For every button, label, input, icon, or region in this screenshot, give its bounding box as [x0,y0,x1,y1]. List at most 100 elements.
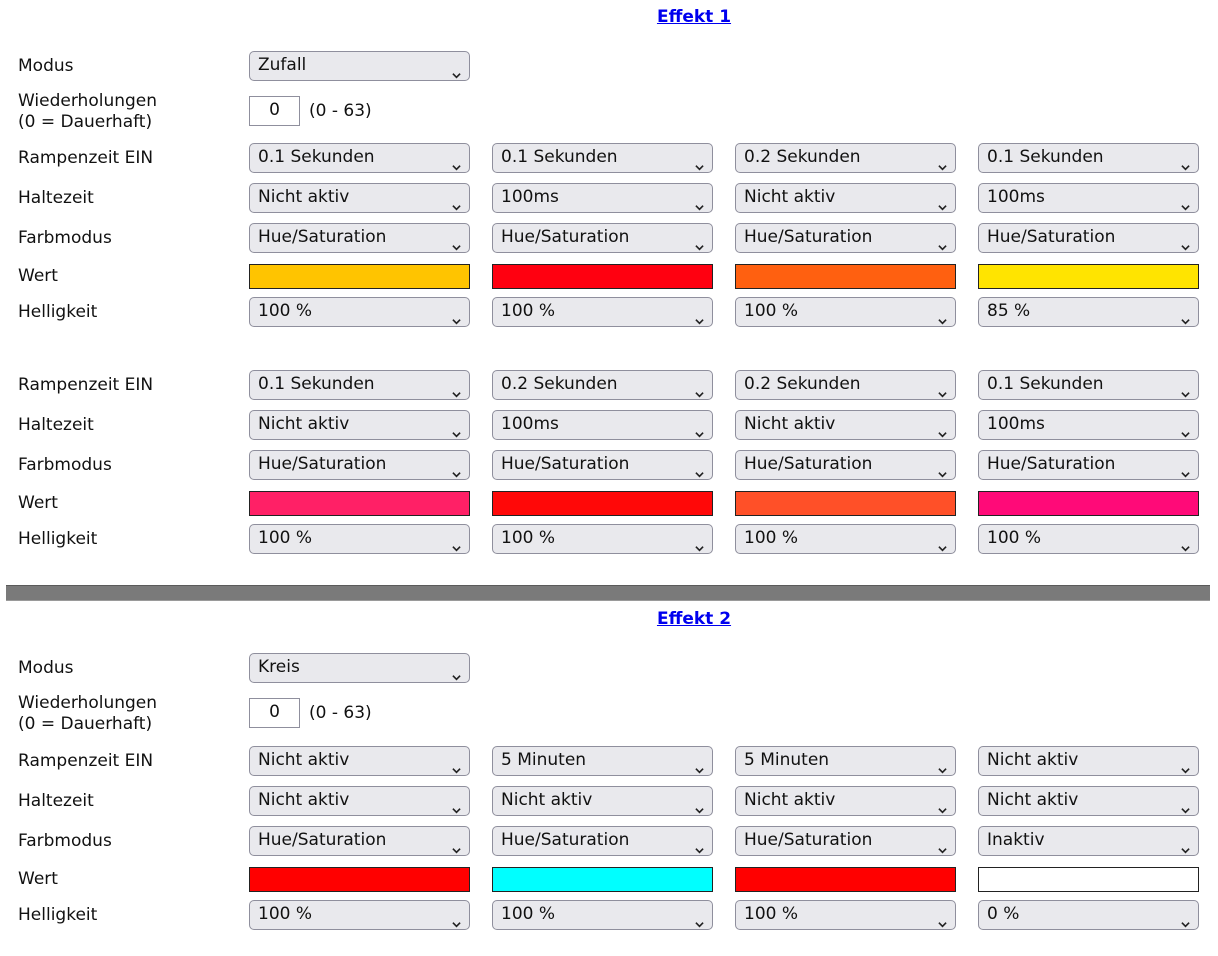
chevron-down-icon [452,535,461,552]
color-swatch-3[interactable] [735,491,956,516]
helligkeit-select-2[interactable]: 100 % [492,524,713,554]
color-swatch-1[interactable] [249,491,470,516]
select-value: 5 Minuten [744,750,830,770]
color-swatch-4[interactable] [978,867,1199,892]
haltezeit-select-3[interactable]: Nicht aktiv [735,786,956,816]
select-value: 100ms [501,414,559,434]
chevron-down-icon [938,421,947,438]
select-value: Hue/Saturation [258,830,387,850]
wiederholungen-input[interactable]: 0 [249,698,300,728]
rampenzeit-select-3[interactable]: 5 Minuten [735,746,956,776]
helligkeit-select-4[interactable]: 0 % [978,900,1199,930]
haltezeit-select-3[interactable]: Nicht aktiv [735,183,956,213]
effect-title-link[interactable]: Effekt 2 [656,609,732,629]
haltezeit-select-4[interactable]: 100ms [978,183,1199,213]
haltezeit-select-4[interactable]: 100ms [978,410,1199,440]
farbmodus-select-2[interactable]: Hue/Saturation [492,826,713,856]
rampenzeit-select-1[interactable]: 0.1 Sekunden [249,143,470,173]
rampenzeit-select-4[interactable]: 0.1 Sekunden [978,143,1199,173]
chevron-down-icon [695,154,704,171]
chevron-down-icon [695,234,704,251]
select-value: Hue/Saturation [501,454,630,474]
chevron-down-icon [695,911,704,928]
rampenzeit-select-3[interactable]: 0.2 Sekunden [735,143,956,173]
helligkeit-select-3[interactable]: 100 % [735,297,956,327]
farbmodus-select-2[interactable]: Hue/Saturation [492,223,713,253]
modus-select[interactable]: Kreis [249,653,470,683]
haltezeit-select-2[interactable]: 100ms [492,183,713,213]
chevron-down-icon [452,911,461,928]
chevron-down-icon [1181,757,1190,774]
color-swatch-2[interactable] [492,264,713,289]
farbmodus-select-3[interactable]: Hue/Saturation [735,826,956,856]
select-value: 100 % [501,301,556,321]
helligkeit-select-3[interactable]: 100 % [735,524,956,554]
helligkeit-select-4[interactable]: 85 % [978,297,1199,327]
color-swatch-4[interactable] [978,264,1199,289]
haltezeit-select-4[interactable]: Nicht aktiv [978,786,1199,816]
farbmodus-select-2[interactable]: Hue/Saturation [492,450,713,480]
select-value: Hue/Saturation [744,830,873,850]
rampenzeit-select-2[interactable]: 0.1 Sekunden [492,143,713,173]
select-value: Hue/Saturation [744,454,873,474]
haltezeit-select-1[interactable]: Nicht aktiv [249,786,470,816]
select-value: Nicht aktiv [258,187,350,207]
select-value: Inaktiv [987,830,1045,850]
farbmodus-select-4[interactable]: Hue/Saturation [978,223,1199,253]
select-value: Hue/Saturation [501,227,630,247]
chevron-down-icon [695,535,704,552]
rampenzeit-select-1[interactable]: 0.1 Sekunden [249,370,470,400]
helligkeit-select-1[interactable]: 100 % [249,297,470,327]
select-value: 100 % [744,528,799,548]
color-swatch-3[interactable] [735,867,956,892]
chevron-down-icon [938,461,947,478]
haltezeit-select-1[interactable]: Nicht aktiv [249,410,470,440]
farbmodus-select-4[interactable]: Inaktiv [978,826,1199,856]
rampenzeit-select-3[interactable]: 0.2 Sekunden [735,370,956,400]
chevron-down-icon [695,381,704,398]
helligkeit-select-1[interactable]: 100 % [249,524,470,554]
helligkeit-select-2[interactable]: 100 % [492,900,713,930]
helligkeit-select-1[interactable]: 100 % [249,900,470,930]
rampenzeit-select-2[interactable]: 0.2 Sekunden [492,370,713,400]
chevron-down-icon [452,461,461,478]
chevron-down-icon [938,837,947,854]
wiederholungen-input[interactable]: 0 [249,96,300,126]
rampenzeit-select-2[interactable]: 5 Minuten [492,746,713,776]
farbmodus-label: Farbmodus [18,228,112,248]
farbmodus-select-4[interactable]: Hue/Saturation [978,450,1199,480]
farbmodus-select-1[interactable]: Hue/Saturation [249,223,470,253]
wiederholungen-range: (0 - 63) [309,101,372,121]
color-swatch-3[interactable] [735,264,956,289]
chevron-down-icon [1181,797,1190,814]
chevron-down-icon [452,194,461,211]
chevron-down-icon [938,308,947,325]
rampenzeit-select-1[interactable]: Nicht aktiv [249,746,470,776]
haltezeit-select-1[interactable]: Nicht aktiv [249,183,470,213]
chevron-down-icon [695,797,704,814]
color-swatch-1[interactable] [249,264,470,289]
select-value: 100 % [744,904,799,924]
haltezeit-select-3[interactable]: Nicht aktiv [735,410,956,440]
color-swatch-4[interactable] [978,491,1199,516]
chevron-down-icon [452,757,461,774]
farbmodus-select-1[interactable]: Hue/Saturation [249,826,470,856]
select-value: Nicht aktiv [987,790,1079,810]
helligkeit-select-4[interactable]: 100 % [978,524,1199,554]
helligkeit-select-3[interactable]: 100 % [735,900,956,930]
farbmodus-select-3[interactable]: Hue/Saturation [735,223,956,253]
color-swatch-2[interactable] [492,491,713,516]
rampenzeit-select-4[interactable]: 0.1 Sekunden [978,370,1199,400]
rampenzeit-select-4[interactable]: Nicht aktiv [978,746,1199,776]
helligkeit-select-2[interactable]: 100 % [492,297,713,327]
select-value: 100 % [258,904,313,924]
modus-select[interactable]: Zufall [249,51,470,81]
select-value: Nicht aktiv [744,790,836,810]
farbmodus-select-3[interactable]: Hue/Saturation [735,450,956,480]
haltezeit-select-2[interactable]: 100ms [492,410,713,440]
color-swatch-2[interactable] [492,867,713,892]
farbmodus-select-1[interactable]: Hue/Saturation [249,450,470,480]
effect-title-link[interactable]: Effekt 1 [656,7,732,27]
haltezeit-select-2[interactable]: Nicht aktiv [492,786,713,816]
color-swatch-1[interactable] [249,867,470,892]
